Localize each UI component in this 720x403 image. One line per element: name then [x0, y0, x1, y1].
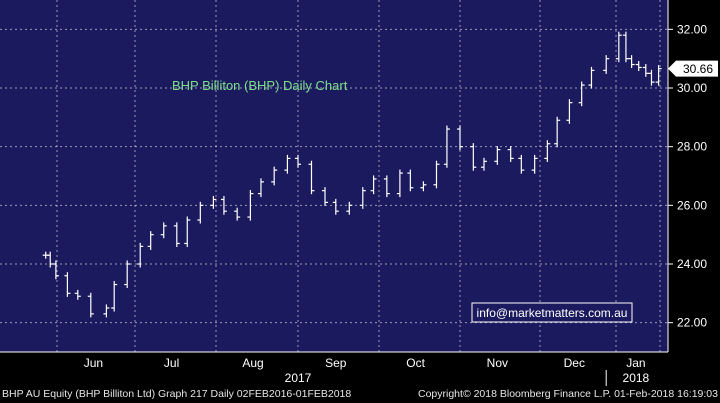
x-month-label: Nov	[487, 356, 508, 370]
chart-title: BHP Billiton (BHP) Daily Chart	[172, 78, 348, 93]
x-year-label: 2018	[623, 371, 650, 385]
price-chart: 22.00 24.00 26.00 28.00 30.00 32.00 Jun Jul Aug S…	[0, 0, 718, 386]
y-tick-label: 24.00	[677, 257, 707, 271]
y-tick-label: 28.00	[677, 140, 707, 154]
x-year-label: 2017	[285, 371, 312, 385]
y-tick-label: 26.00	[677, 198, 707, 212]
x-month-label: Jan	[626, 356, 645, 370]
x-month-label: Aug	[242, 356, 263, 370]
x-month-label: Sep	[325, 356, 347, 370]
watermark-text: info@marketmatters.com.au	[477, 306, 628, 320]
y-tick-label: 22.00	[677, 316, 707, 330]
plot-background	[0, 0, 668, 352]
x-month-label: Oct	[406, 356, 425, 370]
y-tick-label: 30.00	[677, 81, 707, 95]
footer-right-text: Copyright© 2018 Bloomberg Finance L.P. 0…	[418, 388, 718, 400]
last-price-label-box	[668, 60, 718, 77]
footer-bar: BHP AU Equity (BHP Billiton Ltd) Graph 2…	[0, 386, 720, 403]
watermark-box	[471, 302, 633, 323]
last-price-label: 30.66	[683, 62, 713, 76]
y-tick-label: 32.00	[677, 22, 707, 36]
x-month-label: Dec	[564, 356, 585, 370]
footer-left-text: BHP AU Equity (BHP Billiton Ltd) Graph 2…	[2, 388, 352, 400]
x-month-label: Jul	[164, 356, 179, 370]
x-month-label: Jun	[84, 356, 103, 370]
